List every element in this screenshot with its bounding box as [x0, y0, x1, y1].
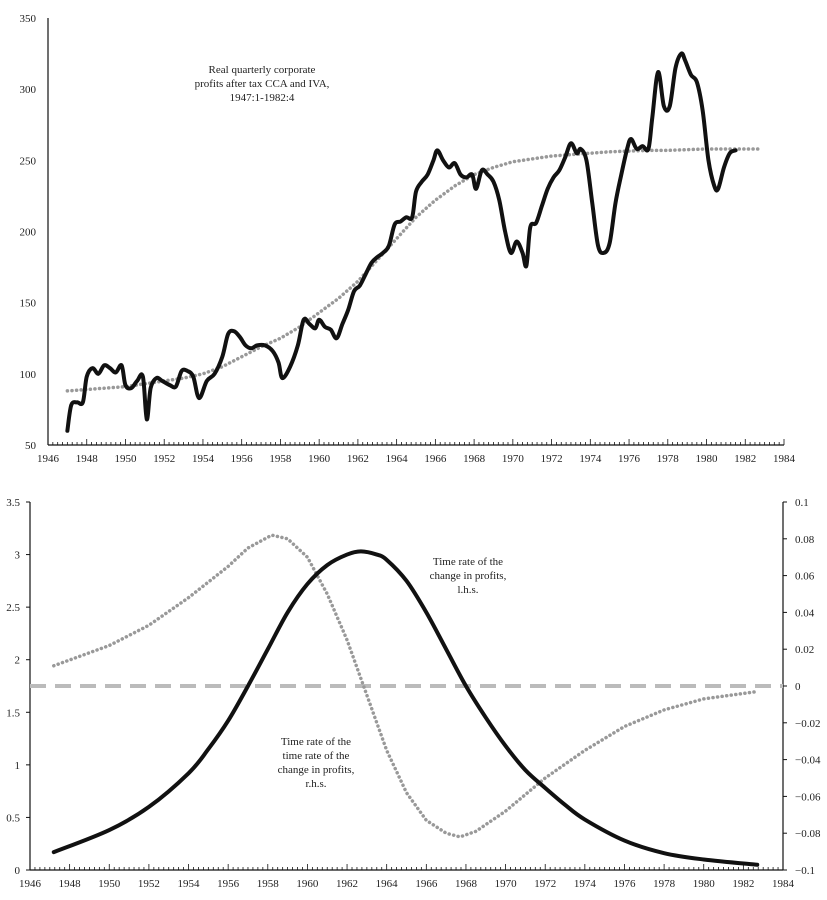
- right-y-tick-label: −0.06: [795, 791, 821, 803]
- x-tick-label: 1950: [114, 453, 137, 465]
- right-y-tick-label: 0: [795, 681, 801, 693]
- top-annotation-line-3: 1947:1-1982:4: [230, 92, 295, 104]
- left-y-tick-label: 1: [15, 760, 21, 772]
- x-tick-label: 1982: [732, 878, 754, 890]
- y-tick-label: 100: [20, 369, 37, 381]
- right-y-tick-label: −0.02: [795, 718, 820, 730]
- right-y-tick-label: 0.04: [795, 607, 815, 619]
- x-tick-label: 1982: [734, 453, 756, 465]
- x-tick-label: 1970: [502, 453, 525, 465]
- x-tick-label: 1946: [37, 453, 60, 465]
- x-tick-label: 1980: [696, 453, 719, 465]
- x-tick-label: 1962: [347, 453, 369, 465]
- lhs-annotation-line-3: l.h.s.: [457, 584, 478, 596]
- y-tick-label: 250: [20, 155, 37, 167]
- x-tick-label: 1958: [257, 878, 280, 890]
- lhs-annotation-line-1: Time rate of the: [433, 556, 503, 568]
- x-tick-label: 1956: [231, 453, 254, 465]
- x-tick-label: 1972: [534, 878, 556, 890]
- x-tick-label: 1962: [336, 878, 358, 890]
- right-y-tick-label: −0.08: [795, 828, 821, 840]
- x-tick-label: 1952: [138, 878, 160, 890]
- top-annotation-line-1: Real quarterly corporate: [209, 64, 316, 76]
- x-tick-label: 1978: [657, 453, 680, 465]
- right-y-tick-label: 0.08: [795, 534, 815, 546]
- x-tick-label: 1974: [579, 453, 602, 465]
- left-y-tick-label: 2: [15, 655, 21, 667]
- right-y-tick-label: 0.02: [795, 644, 814, 656]
- rhs-annotation-line-2: time rate of the: [283, 750, 350, 762]
- left-y-tick-label: 1.5: [6, 707, 20, 719]
- rate-of-change-series-line: [51, 549, 760, 867]
- x-tick-label: 1980: [693, 878, 716, 890]
- y-tick-label: 200: [20, 227, 37, 239]
- right-y-tick-label: 0.06: [795, 571, 815, 583]
- x-tick-label: 1984: [772, 878, 795, 890]
- second-derivative-series-line: [52, 533, 759, 839]
- x-tick-label: 1960: [296, 878, 319, 890]
- x-tick-label: 1966: [415, 878, 438, 890]
- x-tick-label: 1978: [653, 878, 676, 890]
- x-tick-label: 1954: [178, 878, 201, 890]
- y-tick-label: 300: [20, 84, 37, 96]
- x-tick-label: 1964: [386, 453, 409, 465]
- x-tick-label: 1948: [76, 453, 99, 465]
- x-tick-label: 1968: [463, 453, 486, 465]
- y-tick-label: 350: [20, 13, 37, 25]
- x-tick-label: 1974: [574, 878, 597, 890]
- right-y-tick-label: 0.1: [795, 497, 809, 509]
- profits-series-line: [65, 51, 738, 433]
- y-tick-label: 150: [20, 298, 37, 310]
- top-chart: 50 100 150 200 250 300 350 1946 1948 1950 1952 1954…: [20, 13, 796, 465]
- x-tick-label: 1966: [424, 453, 447, 465]
- x-tick-label: 1964: [376, 878, 399, 890]
- lhs-annotation-line-2: change in profits,: [430, 570, 507, 582]
- bottom-chart: 0 0.5 1 1.5 2 2.5 3 3.5 −0.1 −0.08 −0.06 −0.04 −0.02…: [6, 497, 821, 890]
- left-y-tick-label: 0: [15, 865, 21, 877]
- x-tick-label: 1954: [192, 453, 215, 465]
- x-tick-label: 1946: [19, 878, 42, 890]
- right-y-tick-label: −0.04: [795, 755, 821, 767]
- x-tick-label: 1952: [153, 453, 175, 465]
- x-tick-label: 1950: [98, 878, 121, 890]
- left-y-tick-label: 0.5: [6, 812, 20, 824]
- x-tick-label: 1956: [217, 878, 240, 890]
- trend-series-line: [65, 147, 762, 393]
- x-tick-label: 1970: [495, 878, 518, 890]
- rhs-annotation-line-4: r.h.s.: [305, 778, 326, 790]
- left-y-tick-label: 3: [15, 550, 21, 562]
- rhs-annotation-line-3: change in profits,: [278, 764, 355, 776]
- x-tick-label: 1972: [541, 453, 563, 465]
- x-tick-label: 1960: [308, 453, 331, 465]
- x-tick-label: 1948: [59, 878, 82, 890]
- x-tick-label: 1976: [618, 453, 641, 465]
- rhs-annotation-line-1: Time rate of the: [281, 736, 351, 748]
- left-y-tick-label: 2.5: [6, 602, 20, 614]
- x-tick-label: 1968: [455, 878, 478, 890]
- x-tick-label: 1976: [613, 878, 636, 890]
- left-y-tick-label: 3.5: [6, 497, 20, 509]
- y-tick-label: 50: [25, 440, 37, 452]
- right-y-tick-label: −0.1: [795, 865, 815, 877]
- top-annotation-line-2: profits after tax CCA and IVA,: [195, 78, 330, 90]
- x-tick-label: 1984: [773, 453, 796, 465]
- x-tick-label: 1958: [269, 453, 292, 465]
